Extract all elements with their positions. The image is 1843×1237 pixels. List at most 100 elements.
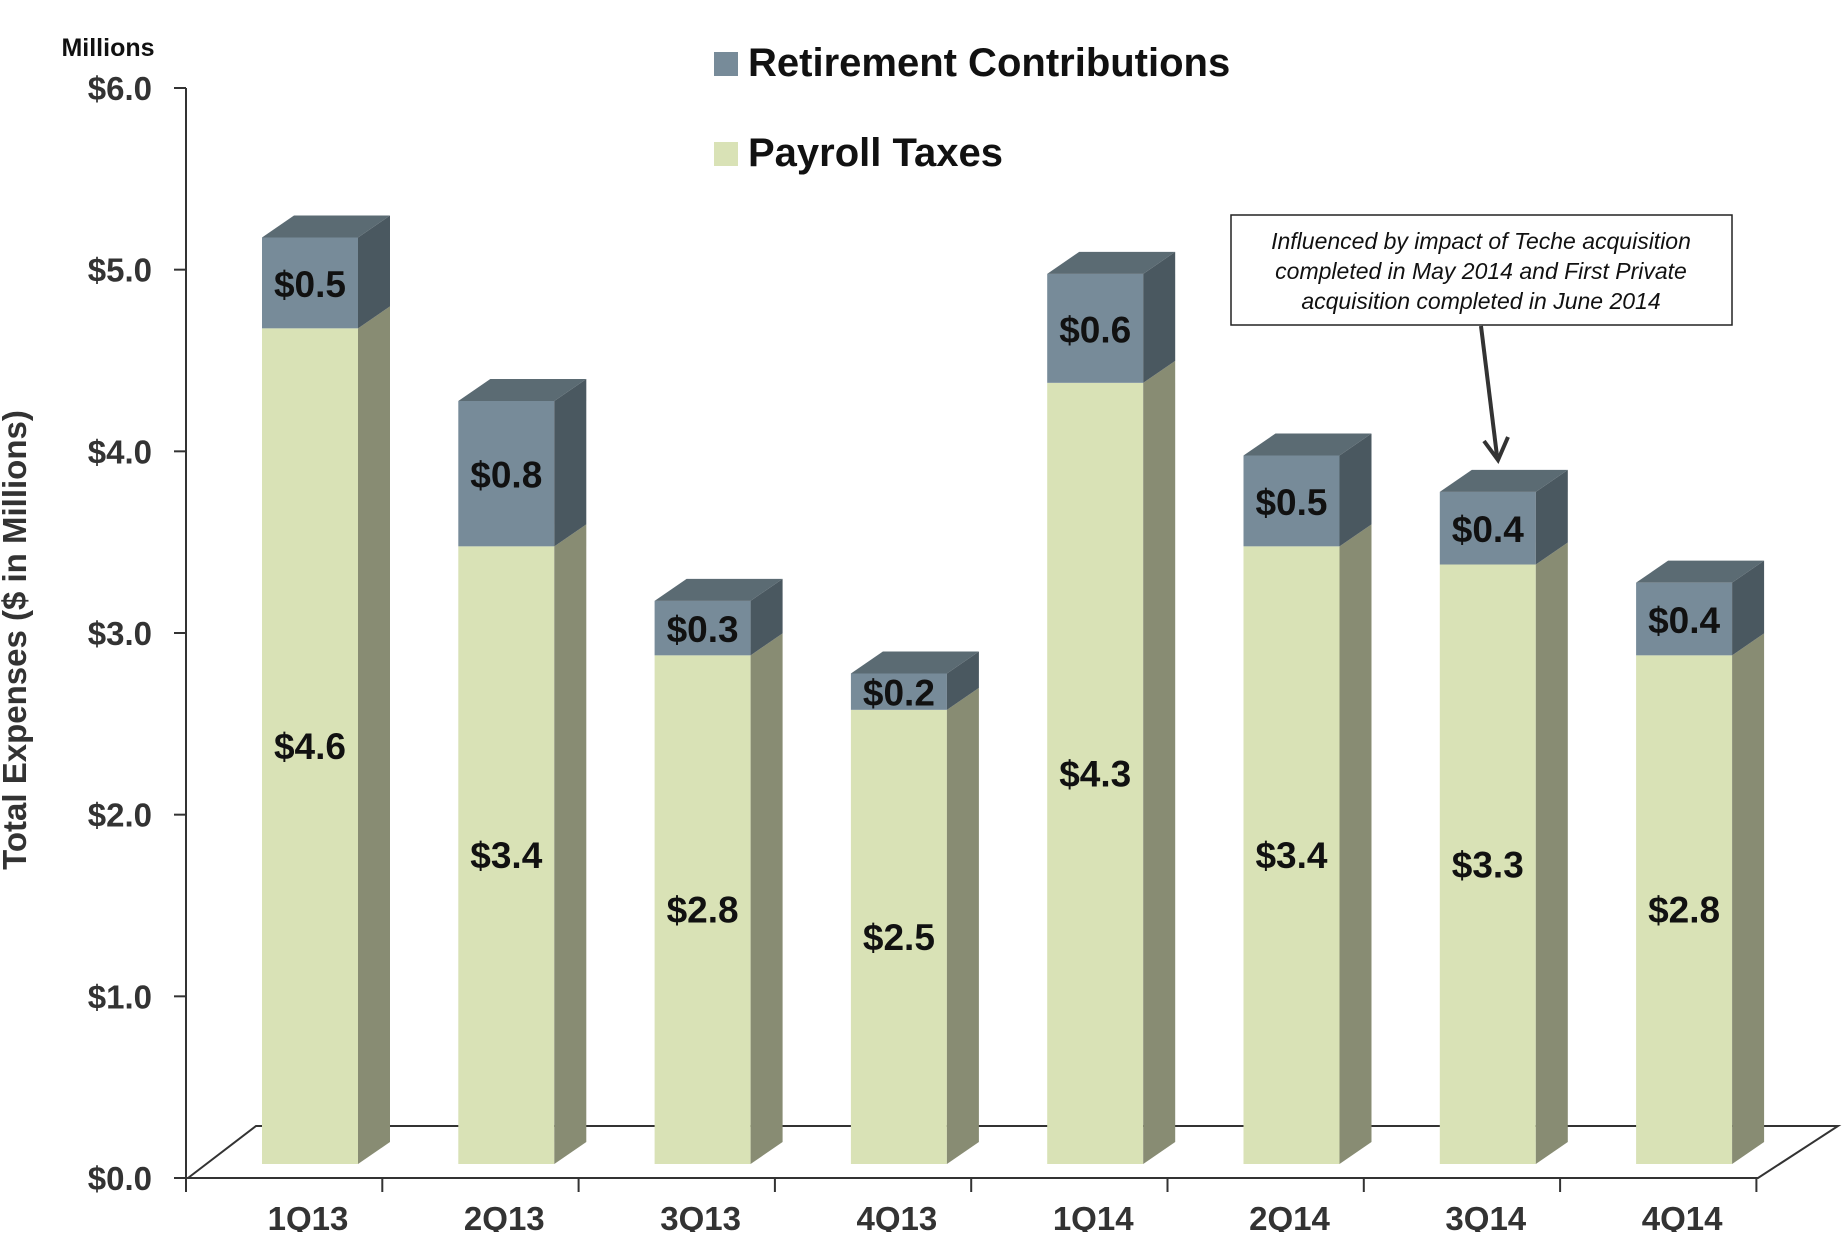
bar-segment bbox=[262, 306, 390, 1164]
chart-floor bbox=[185, 1125, 1842, 1179]
x-tick-label: 1Q14 bbox=[1053, 1200, 1134, 1232]
bar-segment bbox=[458, 524, 587, 1164]
bar-front bbox=[654, 655, 751, 1164]
bar-front bbox=[458, 401, 555, 547]
x-tick-label: 2Q13 bbox=[464, 1200, 545, 1232]
bar-front bbox=[1439, 564, 1536, 1164]
bar-segment bbox=[850, 687, 979, 1164]
bar-front bbox=[850, 709, 947, 1164]
bar-segment bbox=[1243, 524, 1372, 1164]
bar-front bbox=[1439, 491, 1536, 565]
data-label: $2.8 bbox=[667, 890, 739, 931]
bar-segment bbox=[1243, 433, 1372, 547]
annotation-box bbox=[1230, 214, 1733, 326]
data-label: $0.4 bbox=[1452, 509, 1524, 550]
x-tick-label: 3Q14 bbox=[1445, 1200, 1526, 1232]
data-label: $3.4 bbox=[470, 835, 542, 876]
bar-segment bbox=[1636, 560, 1765, 656]
bar-front bbox=[1047, 273, 1144, 383]
bar-top bbox=[850, 651, 979, 674]
bar-top bbox=[1047, 251, 1176, 274]
data-label: $2.5 bbox=[863, 917, 935, 958]
bar-front bbox=[654, 600, 751, 656]
x-tick-label: 4Q14 bbox=[1642, 1200, 1723, 1232]
bar-side bbox=[946, 687, 979, 1164]
data-label: $0.6 bbox=[1059, 309, 1131, 350]
bar-segment bbox=[1439, 469, 1568, 565]
bar-side bbox=[358, 215, 390, 329]
bar-side bbox=[1732, 560, 1765, 656]
data-label: $4.3 bbox=[1059, 753, 1131, 794]
bar-front bbox=[1047, 382, 1144, 1164]
bar-segment bbox=[1047, 251, 1176, 383]
bar-side bbox=[1732, 633, 1765, 1164]
bar-segment bbox=[850, 651, 979, 710]
bar-front bbox=[262, 328, 358, 1164]
bar-segment bbox=[654, 578, 783, 656]
x-tick-label: 4Q13 bbox=[857, 1200, 938, 1232]
bar-segment bbox=[1636, 633, 1765, 1164]
bar-side bbox=[750, 578, 783, 656]
bar-segment bbox=[1047, 360, 1176, 1164]
bar-front bbox=[1636, 582, 1733, 656]
bar-front bbox=[850, 673, 947, 710]
bar-segment bbox=[458, 379, 587, 547]
legend-swatch bbox=[714, 52, 738, 76]
data-label: $0.5 bbox=[274, 264, 346, 305]
bar-side bbox=[554, 524, 587, 1164]
bar-front bbox=[262, 237, 358, 329]
data-label: $2.8 bbox=[1648, 890, 1720, 931]
bar-top bbox=[1243, 433, 1372, 456]
x-tick-label: 2Q14 bbox=[1249, 1200, 1330, 1232]
data-label: $3.4 bbox=[1255, 835, 1327, 876]
annotation-text: Influenced by impact of Teche acquisitio… bbox=[1271, 228, 1691, 254]
bar-top bbox=[654, 578, 783, 601]
y-tick-label: $2.0 bbox=[88, 797, 152, 834]
bar-side bbox=[1143, 251, 1176, 383]
annotation-text: acquisition completed in June 2014 bbox=[1301, 288, 1660, 314]
bar-segment bbox=[262, 215, 390, 329]
data-label: $4.6 bbox=[274, 726, 346, 767]
bar-top bbox=[1439, 469, 1568, 492]
bar-side bbox=[750, 633, 783, 1164]
bar-side bbox=[554, 379, 587, 547]
bar-side bbox=[1535, 469, 1568, 565]
bar-front bbox=[1636, 655, 1733, 1164]
y-tick-label: $5.0 bbox=[88, 252, 152, 289]
annotation-text: completed in May 2014 and First Private bbox=[1275, 258, 1687, 284]
bar-front bbox=[1243, 546, 1340, 1164]
y-tick-label: $3.0 bbox=[88, 615, 152, 652]
data-label: $3.3 bbox=[1452, 844, 1524, 885]
bar-side bbox=[1339, 524, 1372, 1164]
bar-side bbox=[1143, 360, 1176, 1164]
x-tick-label: 1Q13 bbox=[268, 1200, 349, 1232]
bar-front bbox=[458, 546, 555, 1164]
bar-segment bbox=[654, 633, 783, 1164]
data-label: $0.5 bbox=[1255, 482, 1327, 523]
legend-label: Payroll Taxes bbox=[748, 131, 1003, 175]
x-tick-label: 3Q13 bbox=[660, 1200, 741, 1232]
bar-side bbox=[358, 306, 390, 1164]
data-label: $0.2 bbox=[863, 673, 935, 714]
legend-label: Retirement Contributions bbox=[748, 41, 1230, 85]
data-label: $0.8 bbox=[470, 455, 542, 496]
y-unit-label: Millions bbox=[61, 34, 154, 62]
bar-front bbox=[1243, 455, 1340, 547]
bar-top bbox=[1636, 560, 1765, 583]
data-label: $0.4 bbox=[1648, 600, 1720, 641]
bar-top bbox=[458, 379, 587, 401]
y-tick-label: $4.0 bbox=[88, 433, 152, 470]
y-tick-label: $0.0 bbox=[88, 1160, 152, 1197]
y-tick-label: $6.0 bbox=[88, 70, 152, 107]
bar-side bbox=[946, 651, 979, 710]
bar-side bbox=[1339, 433, 1372, 547]
legend-swatch bbox=[714, 142, 738, 166]
bar-top bbox=[262, 215, 390, 238]
bar-segment bbox=[1439, 542, 1568, 1164]
annotation-arrowhead bbox=[1482, 436, 1510, 464]
y-tick-label: $1.0 bbox=[88, 978, 152, 1015]
y-axis-title: Total Expenses ($ in Millions) bbox=[0, 410, 33, 870]
annotation-arrow bbox=[1479, 325, 1499, 457]
data-label: $0.3 bbox=[667, 609, 739, 650]
